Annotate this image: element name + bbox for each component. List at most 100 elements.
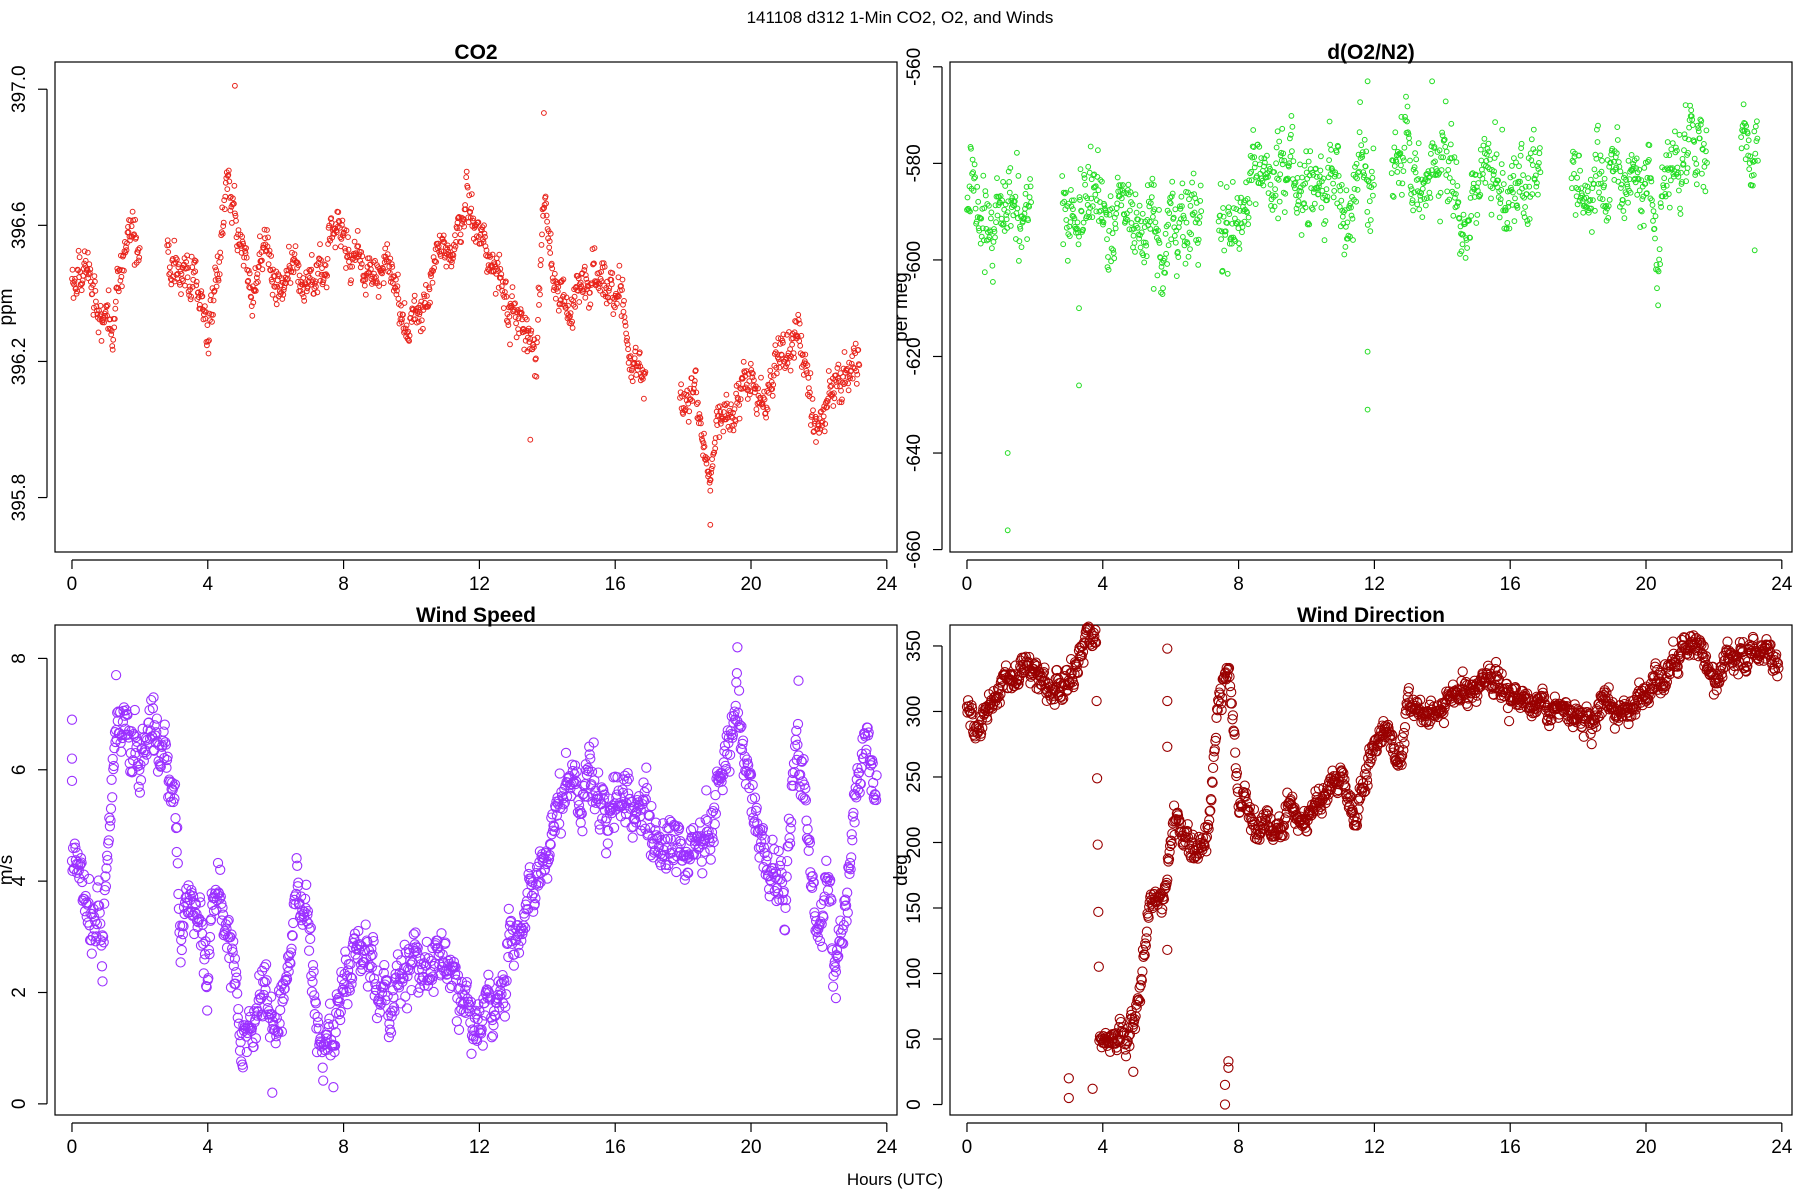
data-point xyxy=(1752,150,1759,157)
data-point xyxy=(1163,223,1170,230)
data-point xyxy=(1394,169,1401,175)
data-point xyxy=(505,322,512,329)
data-point xyxy=(499,278,506,285)
data-point xyxy=(1437,189,1444,196)
data-point xyxy=(708,465,715,472)
data-point xyxy=(1679,156,1686,162)
data-point xyxy=(1499,170,1506,176)
data-point xyxy=(1071,197,1077,204)
data-point xyxy=(119,283,125,290)
data-point xyxy=(135,759,146,770)
data-point xyxy=(1236,240,1242,247)
data-point xyxy=(1661,175,1668,182)
data-point xyxy=(398,319,405,326)
data-point xyxy=(415,318,422,325)
data-point xyxy=(1621,215,1628,222)
data-point xyxy=(752,389,758,396)
y-axis-label: ppm xyxy=(0,289,17,326)
data-point xyxy=(359,253,366,260)
data-point xyxy=(684,387,691,394)
data-point xyxy=(847,375,853,382)
data-point xyxy=(1246,200,1253,206)
data-point xyxy=(1302,180,1308,187)
data-point xyxy=(243,254,250,261)
data-point xyxy=(1299,174,1305,181)
data-point xyxy=(229,953,241,964)
data-point xyxy=(535,316,541,323)
data-point xyxy=(1575,186,1581,193)
data-point xyxy=(728,401,734,408)
data-point xyxy=(197,305,204,312)
data-point xyxy=(1018,244,1025,251)
data-point xyxy=(510,308,517,314)
data-point xyxy=(582,272,589,279)
data-point xyxy=(1281,209,1288,216)
data-point xyxy=(1507,188,1513,194)
data-point xyxy=(802,360,809,367)
data-point xyxy=(227,195,233,201)
data-point xyxy=(691,378,698,384)
data-point xyxy=(834,383,840,390)
data-point xyxy=(176,944,187,956)
data-point xyxy=(967,208,973,215)
data-point xyxy=(1230,747,1241,758)
data-point xyxy=(1504,220,1511,226)
data-point xyxy=(217,254,224,261)
data-point xyxy=(1197,198,1204,204)
data-point xyxy=(1294,209,1300,216)
data-point xyxy=(1093,961,1104,972)
data-point xyxy=(527,330,534,337)
data-point xyxy=(375,294,382,300)
data-point xyxy=(1359,149,1366,156)
data-point xyxy=(294,259,301,266)
data-point xyxy=(1478,157,1485,164)
data-point xyxy=(1264,152,1270,159)
data-point xyxy=(755,385,761,392)
data-point xyxy=(696,411,703,417)
x-tick-label: 8 xyxy=(1233,1137,1244,1158)
data-point xyxy=(1196,214,1203,220)
data-point xyxy=(1529,191,1536,198)
data-point xyxy=(1348,212,1355,219)
data-point xyxy=(226,178,233,185)
data-point xyxy=(1441,136,1448,143)
data-point xyxy=(1095,147,1101,154)
data-point xyxy=(240,262,247,269)
data-point xyxy=(616,293,622,300)
data-point xyxy=(317,1062,328,1073)
data-point xyxy=(217,249,224,256)
data-point xyxy=(1357,99,1363,105)
data-point-outlier xyxy=(1364,78,1371,85)
data-point xyxy=(582,294,589,301)
data-point xyxy=(764,891,775,902)
data-point xyxy=(475,219,482,226)
data-point xyxy=(696,420,702,427)
data-point xyxy=(807,370,814,377)
data-point xyxy=(852,340,859,347)
data-point xyxy=(400,325,407,332)
data-point xyxy=(977,240,984,247)
data-point xyxy=(1526,216,1533,222)
data-point xyxy=(797,342,804,349)
data-point xyxy=(432,258,439,265)
data-point xyxy=(841,349,848,355)
data-point xyxy=(1076,233,1082,240)
data-point xyxy=(483,247,490,254)
data-point xyxy=(1306,221,1313,228)
data-point xyxy=(635,360,642,367)
data-point xyxy=(406,332,413,339)
data-point xyxy=(1139,210,1146,217)
data-point xyxy=(1267,181,1274,188)
data-point xyxy=(572,304,578,310)
data-point xyxy=(450,252,457,259)
data-point xyxy=(1074,219,1081,226)
data-point xyxy=(371,1012,383,1024)
data-point xyxy=(224,186,231,193)
data-point xyxy=(311,290,317,297)
data-point xyxy=(134,787,146,798)
data-point xyxy=(1672,128,1678,135)
data-point xyxy=(605,287,612,294)
data-point xyxy=(763,414,769,421)
data-point xyxy=(205,338,211,345)
data-point xyxy=(1205,805,1216,816)
